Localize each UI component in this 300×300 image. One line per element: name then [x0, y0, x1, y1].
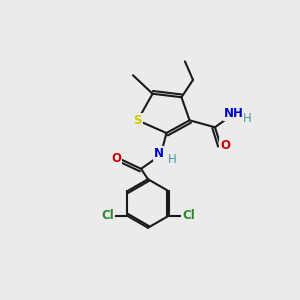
Text: Cl: Cl — [101, 209, 114, 222]
Text: O: O — [111, 152, 121, 165]
Text: NH: NH — [224, 107, 243, 120]
Text: Cl: Cl — [182, 209, 195, 222]
Text: O: O — [220, 139, 230, 152]
Text: N: N — [154, 147, 164, 160]
Text: H: H — [242, 112, 251, 124]
Text: H: H — [167, 153, 176, 166]
Text: S: S — [133, 114, 142, 127]
